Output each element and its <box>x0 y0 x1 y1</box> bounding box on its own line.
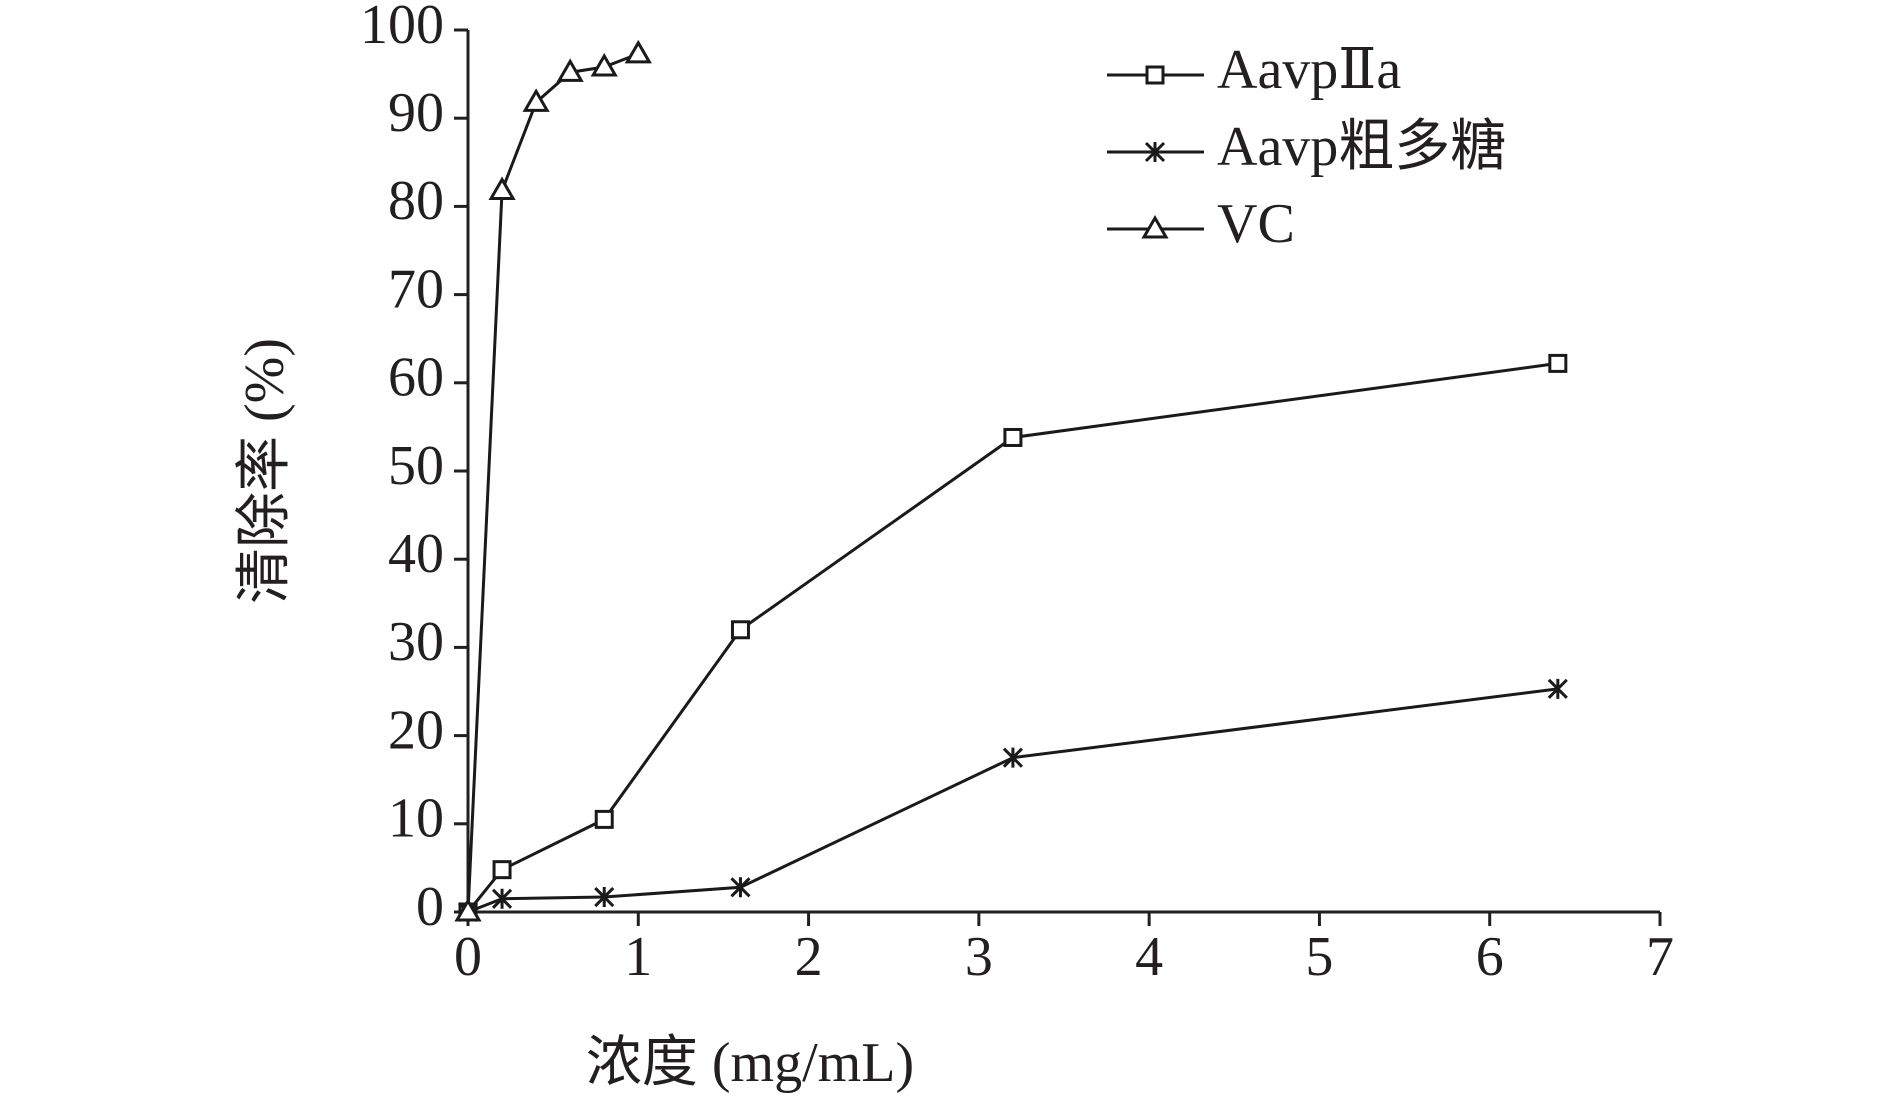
x-axis-label: 浓度 (mg/mL) <box>586 1032 914 1094</box>
y-axis-label: 清除率 (%) <box>234 338 296 604</box>
x-tick-label: 3 <box>965 926 993 988</box>
marker <box>522 88 550 112</box>
y-tick-label: 50 <box>388 435 444 497</box>
marker <box>556 58 584 82</box>
x-tick-label: 6 <box>1476 926 1504 988</box>
marker <box>492 860 512 880</box>
marker <box>488 176 516 201</box>
marker <box>590 53 618 77</box>
y-tick-label: 80 <box>388 170 444 232</box>
marker <box>1003 427 1023 447</box>
marker <box>1002 747 1023 768</box>
y-tick-label: 70 <box>388 258 444 320</box>
marker <box>594 886 615 908</box>
x-tick-label: 0 <box>454 926 482 988</box>
y-tick-label: 100 <box>360 0 444 56</box>
x-tick-label: 5 <box>1305 926 1333 988</box>
x-tick-label: 1 <box>624 926 652 988</box>
x-tick-label: 4 <box>1135 926 1163 988</box>
marker <box>730 877 751 898</box>
marker <box>1548 353 1568 373</box>
marker <box>730 620 750 640</box>
legend-marker <box>1141 215 1169 239</box>
y-tick-label: 90 <box>388 82 444 144</box>
marker <box>624 39 652 64</box>
y-tick-label: 30 <box>388 611 444 673</box>
series-line <box>467 687 1559 914</box>
series-line <box>466 52 639 913</box>
marker <box>594 809 614 829</box>
legend-marker <box>1144 141 1166 163</box>
y-tick-label: 60 <box>388 347 444 409</box>
legend-label: Aavp粗多糖 <box>1217 116 1506 178</box>
marker <box>1547 678 1568 699</box>
marker <box>454 898 482 922</box>
legend-label: AavpⅡa <box>1217 39 1401 101</box>
x-tick-label: 7 <box>1646 926 1674 988</box>
legend-label: VC <box>1217 193 1295 255</box>
marker <box>491 888 513 909</box>
y-tick-label: 40 <box>388 523 444 585</box>
legend-marker <box>1145 65 1165 85</box>
y-tick-label: 20 <box>388 699 444 761</box>
x-tick-label: 2 <box>795 926 823 988</box>
y-tick-label: 10 <box>388 788 444 850</box>
y-tick-label: 0 <box>416 876 444 938</box>
